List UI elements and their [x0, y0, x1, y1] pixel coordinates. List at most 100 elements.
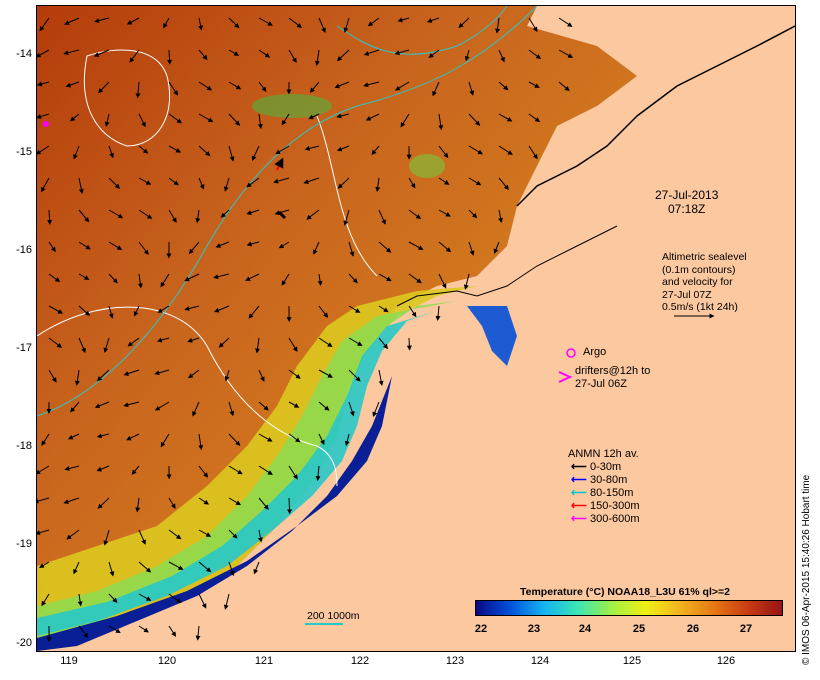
velocity-arrow: [258, 401, 269, 411]
velocity-arrow: [378, 369, 384, 386]
depth-contour-scale-label: 200 1000m: [307, 610, 360, 622]
velocity-arrow: [98, 81, 110, 94]
velocity-arrow: [64, 17, 80, 25]
colorbar-tick-label: 22: [474, 623, 488, 635]
x-tick-label: 119: [60, 655, 78, 667]
velocity-arrow: [70, 401, 80, 413]
sealevel-contour: [316, 115, 378, 277]
velocity-arrow: [138, 241, 149, 255]
velocity-arrow: [126, 17, 140, 25]
velocity-arrow: [288, 465, 298, 480]
drifter-line: drifters@12h to: [575, 365, 651, 377]
sst-map: [36, 5, 796, 652]
velocity-arrow: [288, 49, 297, 64]
anmn-legend-row: ⟵ 300-600m: [571, 513, 640, 526]
velocity-arrow: [408, 177, 416, 189]
velocity-arrow: [123, 401, 140, 408]
velocity-arrow: [41, 593, 50, 607]
velocity-arrow: [498, 145, 513, 155]
altimetry-note: Altimetric sealevel (0.1m contours) and …: [662, 251, 747, 314]
velocity-arrow: [213, 273, 230, 280]
velocity-arrow: [228, 561, 235, 577]
green-patch: [409, 154, 445, 178]
velocity-arrow: [123, 369, 140, 376]
coastal-yellow: [37, 286, 477, 651]
velocity-arrow: [48, 273, 61, 283]
velocity-arrow: [246, 241, 260, 247]
velocity-arrow: [337, 177, 350, 189]
velocity-arrow: [65, 81, 80, 88]
velocity-arrow: [108, 177, 121, 189]
velocity-arrow: [318, 305, 329, 318]
velocity-arrow: [251, 145, 260, 161]
velocity-arrow: [78, 209, 90, 223]
arrow-left-icon: ⟵: [571, 487, 587, 499]
velocity-arrow: [160, 273, 170, 288]
velocity-arrow: [228, 113, 241, 126]
velocity-arrow: [126, 433, 140, 441]
velocity-arrow: [69, 113, 80, 122]
velocity-arrow: [438, 209, 451, 217]
velocity-arrow: [367, 17, 380, 27]
velocity-arrow: [108, 241, 123, 250]
colorbar-tick-label: 27: [739, 623, 753, 635]
altimetry-line: and velocity for: [662, 276, 733, 288]
velocity-arrow: [348, 241, 355, 257]
velocity-arrow: [108, 625, 121, 634]
velocity-arrow: [258, 433, 273, 442]
anmn-legend-label: 80-150m: [590, 487, 634, 499]
velocity-arrow: [318, 17, 326, 33]
velocity-arrow: [371, 145, 380, 156]
velocity-arrow: [223, 177, 230, 192]
time-text: 07:18Z: [668, 202, 706, 216]
anmn-legend-label: 150-300m: [590, 500, 640, 512]
velocity-arrow: [78, 625, 89, 639]
anmn-legend-row: ⟵ 150-300m: [571, 500, 640, 513]
velocity-arrow: [288, 17, 303, 29]
drifter-legend-marker: [558, 371, 573, 383]
y-tick-label: -20: [16, 637, 32, 649]
anmn-legend-label: 0-30m: [590, 461, 622, 473]
velocity-arrow: [73, 145, 80, 160]
velocity-arrow: [288, 433, 301, 443]
velocity-arrow: [168, 561, 184, 570]
velocity-arrow: [108, 593, 118, 603]
altimetry-line: (0.1m contours): [662, 263, 736, 276]
velocity-arrow: [138, 113, 146, 128]
velocity-arrow: [558, 81, 570, 92]
sst-map-graphic: [37, 6, 795, 651]
velocity-arrow: [154, 401, 170, 411]
velocity-arrow: [187, 337, 200, 343]
date-time-label: 27-Jul-2013 07:18Z: [655, 188, 718, 216]
velocity-arrow: [528, 17, 538, 33]
colorbar-tick-label: 23: [527, 623, 541, 635]
velocity-arrow: [198, 49, 208, 61]
velocity-arrow: [138, 561, 152, 573]
argo-label: Argo: [583, 346, 607, 358]
velocity-arrow: [528, 49, 542, 60]
velocity-arrow: [246, 209, 260, 215]
green-patch: [252, 94, 332, 118]
credit-text: © IMOS 06-Apr-2015 15:40:26 Hobart time: [801, 474, 812, 665]
velocity-arrow: [493, 241, 500, 254]
velocity-arrow: [528, 145, 538, 160]
velocity-arrow: [464, 49, 470, 62]
velocity-arrow: [468, 145, 483, 155]
velocity-arrow: [48, 369, 57, 383]
velocity-arrow: [163, 17, 170, 29]
velocity-arrow: [378, 241, 392, 253]
velocity-arrow: [108, 145, 114, 159]
velocity-arrow: [468, 113, 481, 126]
velocity-arrow: [133, 305, 140, 317]
velocity-arrow: [198, 593, 207, 609]
velocity-arrow: [343, 209, 350, 226]
velocity-arrow: [304, 145, 320, 151]
velocity-arrow: [336, 145, 350, 152]
velocity-arrow: [37, 529, 50, 536]
velocity-arrow: [195, 625, 201, 641]
colorbar-tick-label: 25: [632, 623, 646, 635]
velocity-arrow: [258, 81, 267, 92]
velocity-arrow: [258, 49, 271, 58]
velocity-arrow: [198, 145, 211, 157]
velocity-arrow: [458, 17, 470, 29]
